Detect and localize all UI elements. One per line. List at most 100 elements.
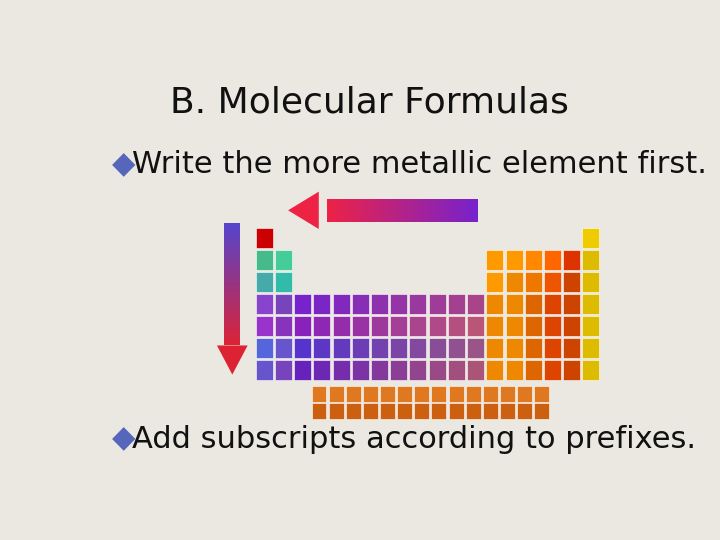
- Bar: [505, 272, 523, 292]
- Bar: [312, 403, 326, 420]
- Bar: [352, 316, 369, 336]
- Bar: [225, 301, 240, 302]
- Bar: [256, 228, 273, 248]
- Bar: [436, 199, 437, 222]
- Bar: [487, 360, 503, 380]
- Bar: [379, 199, 380, 222]
- Bar: [449, 386, 464, 402]
- Bar: [294, 316, 311, 336]
- Bar: [422, 199, 423, 222]
- Bar: [397, 386, 412, 402]
- Bar: [410, 338, 426, 358]
- Bar: [397, 403, 412, 420]
- Bar: [525, 316, 541, 336]
- Bar: [225, 310, 240, 311]
- Bar: [428, 338, 446, 358]
- Bar: [362, 199, 364, 222]
- Bar: [225, 305, 240, 306]
- Bar: [404, 199, 405, 222]
- Bar: [352, 338, 369, 358]
- Bar: [335, 199, 336, 222]
- Bar: [455, 199, 456, 222]
- Bar: [517, 386, 532, 402]
- Bar: [386, 199, 387, 222]
- Bar: [333, 338, 350, 358]
- Bar: [225, 341, 240, 342]
- Bar: [505, 250, 523, 270]
- Bar: [412, 199, 413, 222]
- Bar: [225, 326, 240, 327]
- Bar: [390, 316, 408, 336]
- Bar: [473, 199, 474, 222]
- Bar: [225, 306, 240, 307]
- Bar: [563, 272, 580, 292]
- Bar: [256, 272, 273, 292]
- Bar: [467, 338, 484, 358]
- Bar: [544, 360, 561, 380]
- Bar: [407, 199, 408, 222]
- Bar: [440, 199, 441, 222]
- Bar: [225, 258, 240, 260]
- Bar: [225, 300, 240, 301]
- Text: ◆: ◆: [112, 150, 136, 179]
- Bar: [428, 316, 446, 336]
- Bar: [225, 257, 240, 258]
- Bar: [371, 199, 372, 222]
- Bar: [357, 199, 359, 222]
- Bar: [458, 199, 460, 222]
- Bar: [448, 360, 465, 380]
- Bar: [225, 299, 240, 300]
- Bar: [469, 199, 470, 222]
- Bar: [225, 223, 240, 224]
- Bar: [374, 199, 375, 222]
- Bar: [563, 338, 580, 358]
- Bar: [330, 199, 332, 222]
- Bar: [225, 304, 240, 305]
- Bar: [544, 272, 561, 292]
- Bar: [487, 250, 503, 270]
- Bar: [366, 199, 368, 222]
- Bar: [395, 199, 397, 222]
- Bar: [582, 360, 600, 380]
- Bar: [393, 199, 395, 222]
- Bar: [256, 294, 273, 314]
- Bar: [225, 325, 240, 326]
- Bar: [505, 294, 523, 314]
- Bar: [225, 344, 240, 346]
- Bar: [225, 321, 240, 322]
- Bar: [225, 271, 240, 272]
- Bar: [225, 285, 240, 287]
- Bar: [400, 199, 401, 222]
- Bar: [225, 295, 240, 296]
- Bar: [225, 242, 240, 244]
- Bar: [333, 294, 350, 314]
- Bar: [437, 199, 438, 222]
- Bar: [431, 386, 446, 402]
- Bar: [225, 269, 240, 271]
- Bar: [225, 329, 240, 330]
- Bar: [225, 237, 240, 238]
- Bar: [448, 199, 449, 222]
- Bar: [346, 386, 361, 402]
- Bar: [470, 199, 472, 222]
- Bar: [352, 360, 369, 380]
- Bar: [443, 199, 445, 222]
- Bar: [312, 386, 326, 402]
- Bar: [582, 272, 600, 292]
- Bar: [426, 199, 428, 222]
- Bar: [328, 199, 330, 222]
- Text: ◆: ◆: [112, 424, 136, 454]
- Bar: [487, 294, 503, 314]
- Bar: [483, 386, 498, 402]
- Bar: [352, 294, 369, 314]
- Bar: [225, 314, 240, 315]
- Bar: [225, 289, 240, 291]
- Bar: [505, 338, 523, 358]
- Bar: [451, 199, 452, 222]
- Bar: [350, 199, 351, 222]
- Bar: [372, 199, 374, 222]
- Bar: [275, 316, 292, 336]
- Bar: [401, 199, 402, 222]
- Bar: [225, 296, 240, 298]
- Bar: [390, 199, 392, 222]
